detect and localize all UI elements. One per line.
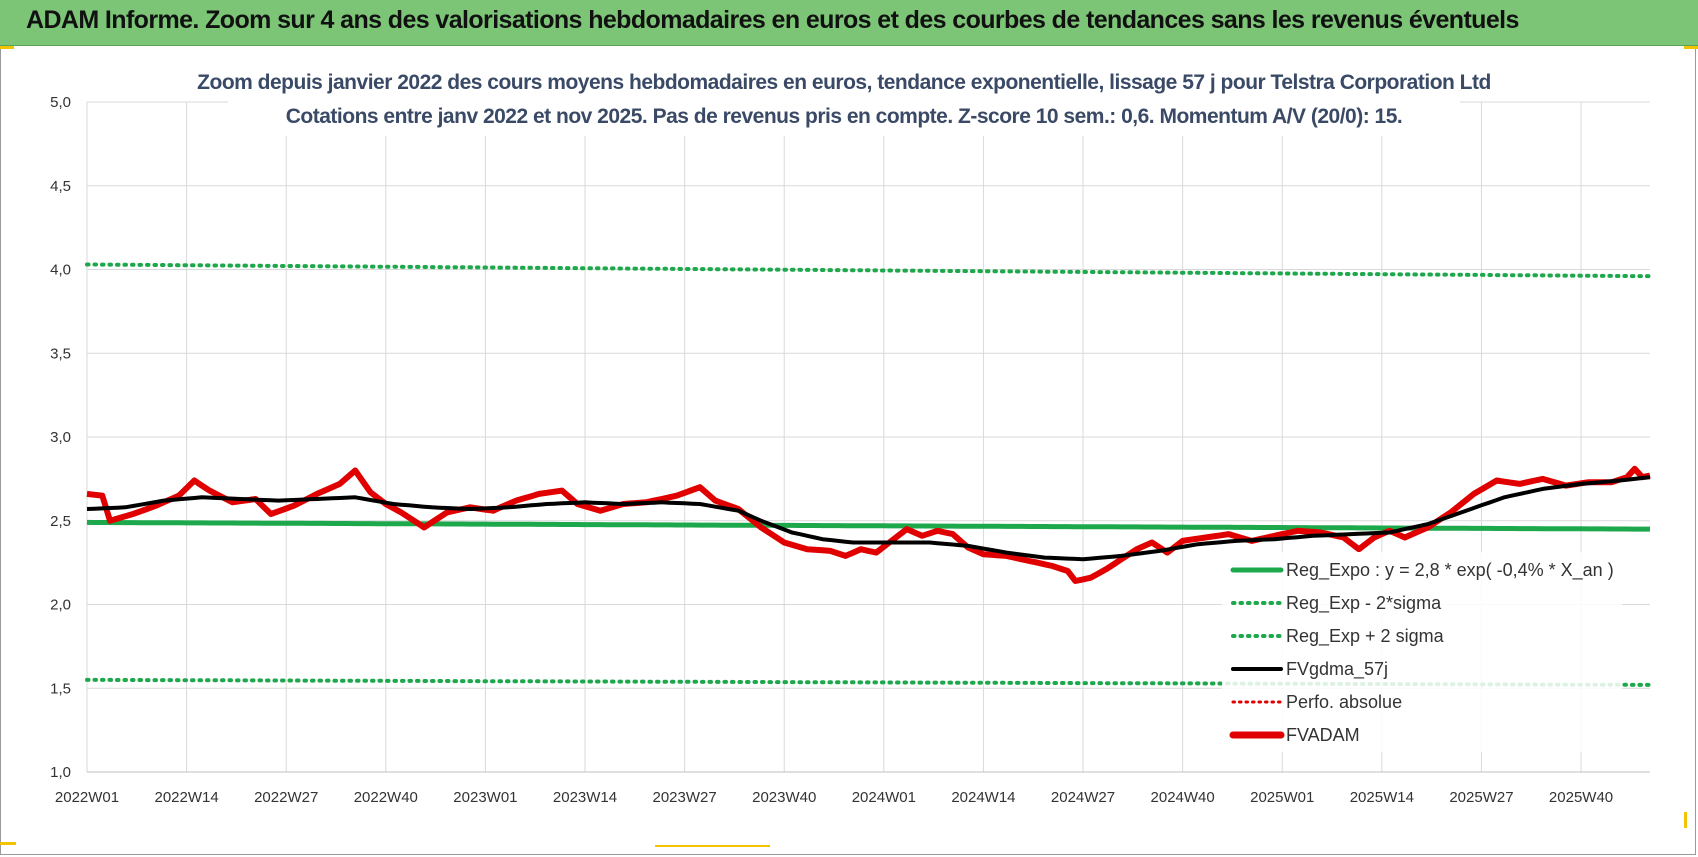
x-tick-label: 2022W27 xyxy=(254,789,318,806)
legend-label: Reg_Expo : y = 2,8 * exp( -0,4% * X_an ) xyxy=(1286,560,1614,581)
legend-label: Perfo. absolue xyxy=(1286,692,1402,712)
series-reg-exp-plus-2-sigma xyxy=(85,262,1652,279)
x-tick-label: 2024W27 xyxy=(1051,789,1115,806)
x-tick-label: 2023W14 xyxy=(553,789,617,806)
series-fvgdma-57j xyxy=(86,475,1651,562)
y-tick-label: 1,5 xyxy=(50,680,71,697)
x-tick-label: 2023W27 xyxy=(653,789,717,806)
legend-background xyxy=(1222,552,1622,752)
series-group xyxy=(85,262,1652,687)
y-tick-label: 5,0 xyxy=(50,94,71,111)
corner-decoration-left xyxy=(0,46,14,49)
y-axis: 1,0 1,5 2,0 2,5 3,0 3,5 4,0 4,5 5,0 xyxy=(50,94,71,781)
series-reg-exp-minus-2-sigma xyxy=(85,677,1652,687)
legend: Reg_Expo : y = 2,8 * exp( -0,4% * X_an )… xyxy=(1222,552,1622,752)
x-tick-label: 2025W27 xyxy=(1449,789,1513,806)
corner-decoration-bottom-right xyxy=(1684,812,1687,828)
x-tick-label: 2024W40 xyxy=(1151,789,1215,806)
legend-label: FVgdma_57j xyxy=(1286,659,1388,680)
corner-decoration-bottom-left xyxy=(0,842,16,845)
y-tick-label: 2,5 xyxy=(50,513,71,530)
header-bar: ADAM Informe. Zoom sur 4 ans des valoris… xyxy=(0,0,1698,46)
x-tick-label: 2024W14 xyxy=(951,789,1015,806)
y-tick-label: 1,0 xyxy=(50,764,71,781)
x-tick-label: 2022W40 xyxy=(354,789,418,806)
x-tick-label: 2023W40 xyxy=(752,789,816,806)
y-tick-label: 4,5 xyxy=(50,178,71,195)
legend-label: FVADAM xyxy=(1286,725,1360,745)
legend-label: Reg_Exp + 2 sigma xyxy=(1286,626,1445,647)
x-tick-label: 2025W40 xyxy=(1549,789,1613,806)
x-tick-label: 2025W14 xyxy=(1350,789,1414,806)
chart-title-line2: Cotations entre janv 2022 et nov 2025. P… xyxy=(286,105,1402,128)
x-tick-label: 2024W01 xyxy=(852,789,916,806)
corner-decoration-bottom-mid xyxy=(655,845,770,847)
y-tick-label: 4,0 xyxy=(50,262,71,279)
title-background xyxy=(228,62,1460,136)
y-tick-label: 2,0 xyxy=(50,597,71,614)
legend-label: Reg_Exp - 2*sigma xyxy=(1286,593,1442,614)
x-tick-label: 2022W01 xyxy=(55,789,119,806)
corner-decoration-right xyxy=(1684,46,1698,49)
x-axis: 2022W01 2022W14 2022W27 2022W40 2023W01 2023W… xyxy=(55,789,1613,806)
x-tick-label: 2023W01 xyxy=(453,789,517,806)
header-title: ADAM Informe. Zoom sur 4 ans des valoris… xyxy=(26,6,1519,34)
x-tick-label: 2022W14 xyxy=(154,789,218,806)
y-tick-label: 3,5 xyxy=(50,345,71,362)
chart-title-line1: Zoom depuis janvier 2022 des cours moyen… xyxy=(197,71,1491,94)
x-tick-label: 2025W01 xyxy=(1250,789,1314,806)
y-tick-label: 3,0 xyxy=(50,429,71,446)
